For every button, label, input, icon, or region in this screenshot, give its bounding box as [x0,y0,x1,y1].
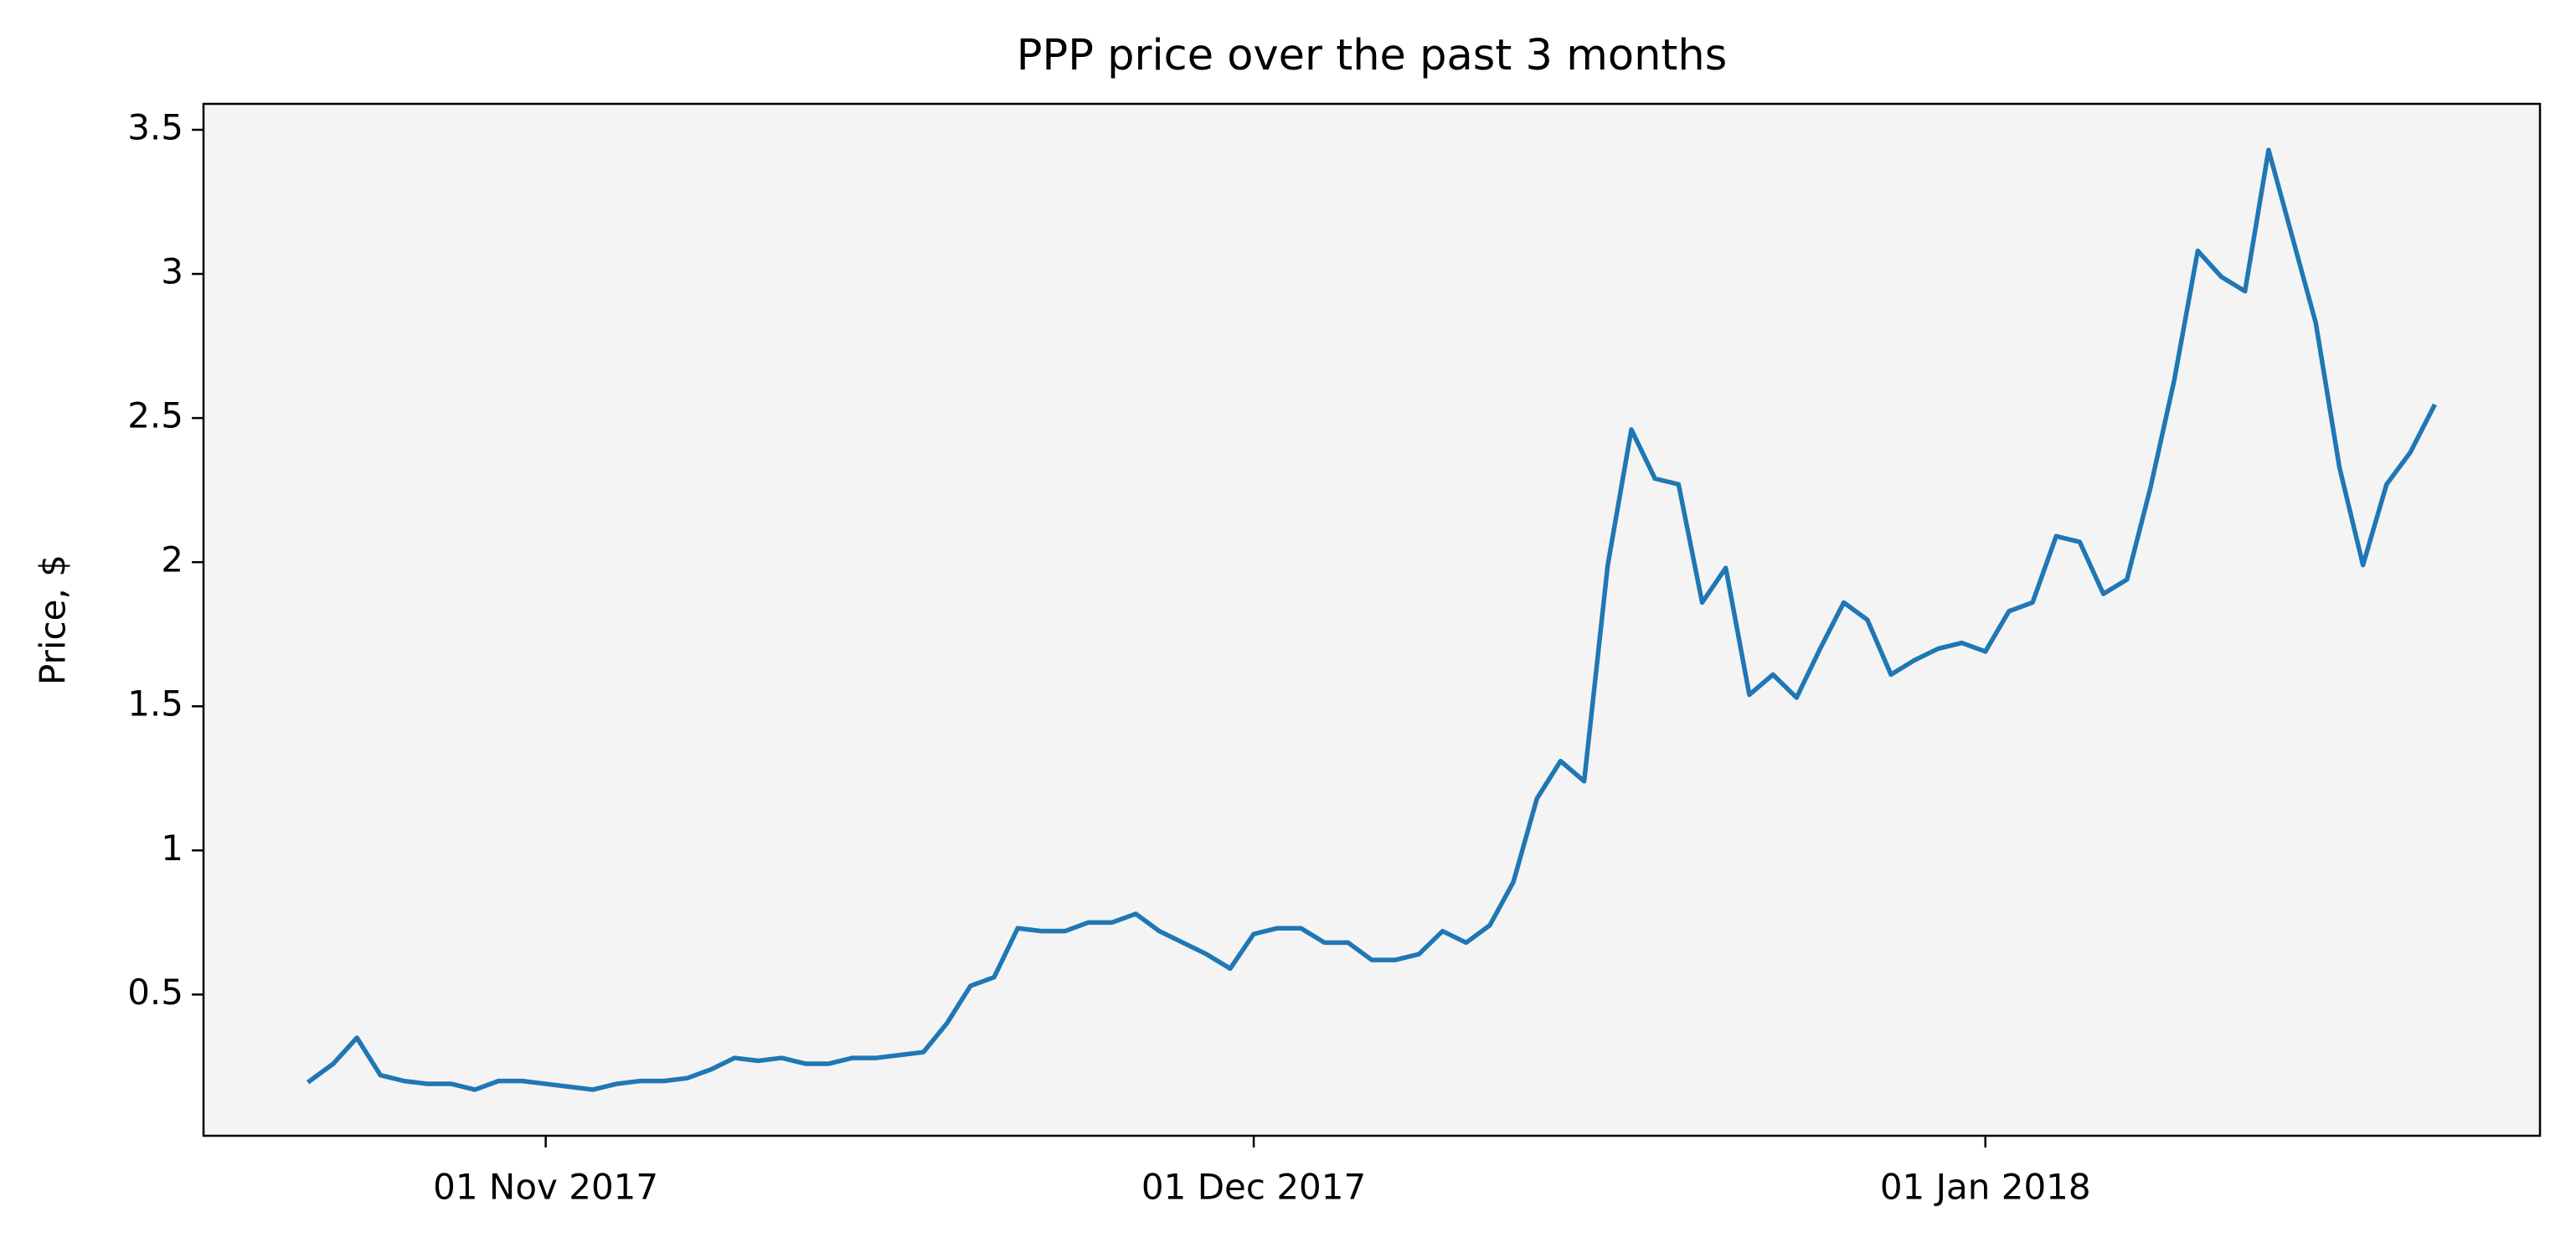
y-tick-label: 2.5 [127,395,183,436]
y-tick-label: 0.5 [127,972,183,1013]
plot-area [204,104,2540,1136]
y-tick-label: 1 [161,828,183,869]
y-tick-label: 3 [161,251,183,292]
plot-frame [202,102,2542,1137]
price-line [306,147,2437,1092]
x-tick-label: 01 Dec 2017 [1141,1167,1366,1208]
y-tick-label: 2 [161,539,183,580]
x-tick-label: 01 Nov 2017 [433,1167,658,1208]
y-axis-label: Price, $ [33,554,74,685]
x-tick-label: 01 Jan 2018 [1880,1167,2091,1208]
y-tick-label: 1.5 [127,683,183,725]
chart-title: PPP price over the past 3 months [1017,31,1728,80]
y-tick-label: 3.5 [127,106,183,147]
